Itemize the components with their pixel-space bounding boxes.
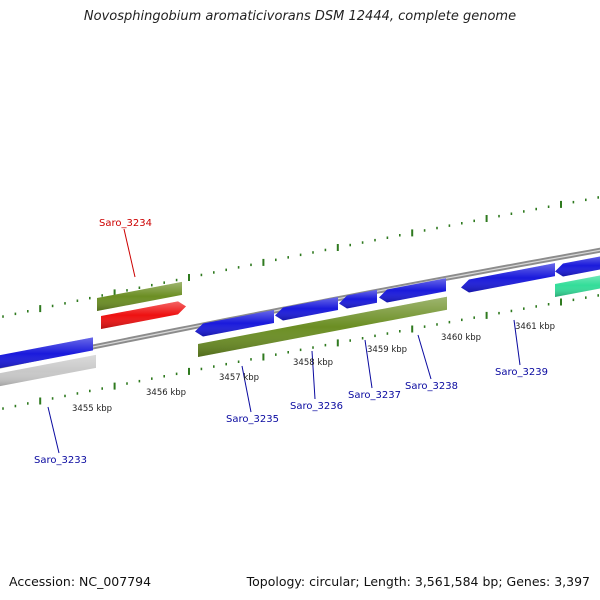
gene-saro-3235-cds-shading	[195, 310, 274, 337]
labels: 3455 kbp 3456 kbp 3457 kbp 3458 kbp 3459 kbp…	[34, 218, 555, 466]
gene-saro-3233-shadow-shading	[0, 354, 96, 387]
gene-features	[0, 247, 600, 387]
leader-line-saro-3233	[47, 406, 60, 454]
kbp-tick-label: 3456 kbp	[146, 388, 186, 398]
gene-saro-3239-cds-shading	[461, 263, 555, 293]
gene-track-olive-shading	[198, 296, 447, 357]
gene-label-saro-3237[interactable]: Saro_3237	[348, 390, 401, 401]
gene-label-saro-3234[interactable]: Saro_3234	[99, 218, 152, 229]
gene-next-cds-shading	[555, 256, 600, 277]
leader-line-saro-3238	[417, 334, 432, 380]
label-leaders	[47, 228, 521, 454]
leader-line-saro-3234	[123, 228, 136, 278]
gene-label-saro-3233[interactable]: Saro_3233	[34, 455, 87, 466]
kbp-tick-label: 3459 kbp	[367, 345, 407, 355]
kbp-tick-label: 3455 kbp	[72, 404, 112, 414]
gene-label-saro-3235[interactable]: Saro_3235	[226, 414, 279, 425]
accession-text: Accession: NC_007794	[9, 574, 152, 589]
leader-line-saro-3237	[364, 339, 373, 389]
leader-line-saro-3235	[241, 365, 252, 413]
gene-next-feature-shading	[555, 275, 600, 297]
kbp-tick-label: 3460 kbp	[441, 333, 481, 343]
leader-line-saro-3239	[513, 319, 521, 366]
kbp-tick-label: 3457 kbp	[219, 373, 259, 383]
topology-text: Topology: circular; Length: 3,561,584 bp…	[246, 574, 590, 589]
gene-label-saro-3238[interactable]: Saro_3238	[405, 381, 458, 392]
gene-saro-3233-cds-shading	[0, 337, 93, 369]
gene-saro-3237-cds-shading	[339, 289, 377, 309]
gene-label-saro-3239[interactable]: Saro_3239	[495, 367, 548, 378]
gene-saro-3236-cds-shading	[275, 297, 338, 321]
gene-label-saro-3236[interactable]: Saro_3236	[290, 401, 343, 412]
leader-line-saro-3236	[311, 350, 316, 400]
map-title: Novosphingobium aromaticivorans DSM 1244…	[83, 9, 517, 24]
scale-ticks	[2, 196, 600, 410]
kbp-tick-label: 3458 kbp	[293, 358, 333, 368]
gene-saro-3234-rrna-shading	[101, 301, 186, 329]
gene-saro-3234-gene-shading	[97, 281, 182, 311]
kbp-tick-label: 3461 kbp	[515, 322, 555, 332]
gene-saro-3238-cds-shading	[379, 278, 446, 303]
